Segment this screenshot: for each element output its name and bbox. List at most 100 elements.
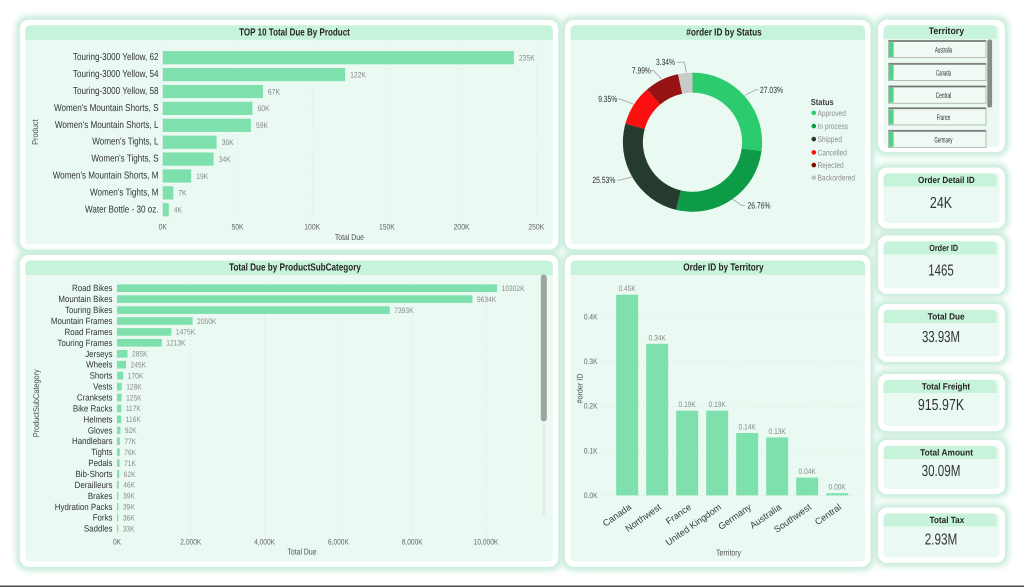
svg-text:Forks: Forks xyxy=(93,513,113,523)
svg-text:1213K: 1213K xyxy=(166,339,186,348)
svg-text:Australia: Australia xyxy=(935,46,952,55)
svg-text:7K: 7K xyxy=(178,189,187,198)
svg-text:Total Freight: Total Freight xyxy=(922,382,970,392)
svg-text:4,000K: 4,000K xyxy=(254,537,276,546)
svg-text:Hydration Packs: Hydration Packs xyxy=(55,502,113,512)
svg-text:#order ID by Status: #order ID by Status xyxy=(686,28,762,39)
svg-text:Vests: Vests xyxy=(93,382,113,392)
svg-text:39K: 39K xyxy=(123,503,135,512)
svg-text:150K: 150K xyxy=(379,222,395,231)
svg-text:9634K: 9634K xyxy=(477,295,497,304)
svg-text:46K: 46K xyxy=(123,481,135,490)
svg-text:Derailleurs: Derailleurs xyxy=(75,480,113,490)
svg-text:250K: 250K xyxy=(528,222,544,231)
svg-text:Status: Status xyxy=(811,97,834,107)
svg-text:235K: 235K xyxy=(519,54,535,63)
svg-text:10302K: 10302K xyxy=(502,284,526,293)
svg-text:Touring Bikes: Touring Bikes xyxy=(65,305,113,315)
svg-text:1465: 1465 xyxy=(928,263,954,280)
svg-text:Approved: Approved xyxy=(818,108,847,118)
svg-text:Cranksets: Cranksets xyxy=(77,393,113,403)
svg-text:122K: 122K xyxy=(350,70,366,79)
svg-text:170K: 170K xyxy=(128,371,144,380)
svg-text:92K: 92K xyxy=(125,426,137,435)
svg-text:4K: 4K xyxy=(174,206,183,215)
svg-text:245K: 245K xyxy=(131,361,147,370)
svg-text:Total Amount: Total Amount xyxy=(920,448,973,458)
svg-text:0.19K: 0.19K xyxy=(679,400,697,409)
svg-text:33.93M: 33.93M xyxy=(922,329,960,346)
svg-text:24K: 24K xyxy=(930,195,952,212)
svg-text:Order ID by Territory: Order ID by Territory xyxy=(683,263,764,274)
svg-text:77K: 77K xyxy=(124,437,136,446)
svg-text:62K: 62K xyxy=(124,470,136,479)
svg-text:Total Due: Total Due xyxy=(287,547,316,557)
svg-text:30.09M: 30.09M xyxy=(922,463,961,480)
svg-text:50K: 50K xyxy=(231,222,244,231)
svg-text:Shorts: Shorts xyxy=(90,371,113,381)
svg-text:285K: 285K xyxy=(132,350,148,359)
svg-text:#order ID: #order ID xyxy=(576,373,585,403)
svg-text:Mountain Frames: Mountain Frames xyxy=(51,316,113,326)
svg-text:Bike Racks: Bike Racks xyxy=(73,403,113,413)
svg-text:2050K: 2050K xyxy=(197,317,217,326)
svg-text:0.04K: 0.04K xyxy=(799,467,817,476)
svg-text:7.99%: 7.99% xyxy=(632,66,651,76)
svg-text:76K: 76K xyxy=(124,448,136,457)
svg-text:Mountain Bikes: Mountain Bikes xyxy=(58,294,113,304)
svg-text:39K: 39K xyxy=(123,492,135,501)
svg-text:France: France xyxy=(937,113,951,122)
svg-text:Women's Tights, L: Women's Tights, L xyxy=(92,137,159,148)
svg-text:27.03%: 27.03% xyxy=(760,85,783,95)
svg-text:71K: 71K xyxy=(124,459,136,468)
svg-text:116K: 116K xyxy=(126,415,142,424)
svg-text:0.1K: 0.1K xyxy=(584,446,598,455)
svg-text:Total Tax: Total Tax xyxy=(930,515,965,525)
svg-text:Touring-3000 Yellow, 58: Touring-3000 Yellow, 58 xyxy=(73,86,159,97)
svg-text:125K: 125K xyxy=(126,393,142,402)
svg-text:Touring Frames: Touring Frames xyxy=(58,338,113,348)
svg-text:25.53%: 25.53% xyxy=(592,175,615,185)
svg-text:Women's Tights, S: Women's Tights, S xyxy=(91,154,158,165)
svg-text:Jerseys: Jerseys xyxy=(85,349,113,359)
svg-text:0.13K: 0.13K xyxy=(769,427,787,436)
svg-text:Territory: Territory xyxy=(929,26,965,37)
svg-text:36K: 36K xyxy=(222,138,235,147)
svg-text:19K: 19K xyxy=(196,172,209,181)
svg-text:Brakes: Brakes xyxy=(88,491,113,501)
svg-text:3.34%: 3.34% xyxy=(656,57,675,67)
svg-text:0.0K: 0.0K xyxy=(584,491,598,500)
svg-text:33K: 33K xyxy=(123,524,135,533)
svg-text:915.97K: 915.97K xyxy=(918,397,965,414)
svg-text:ProductSubCategory: ProductSubCategory xyxy=(31,369,41,438)
svg-text:Bib-Shorts: Bib-Shorts xyxy=(76,469,113,479)
svg-text:0.3K: 0.3K xyxy=(584,357,598,366)
svg-text:Total Due: Total Due xyxy=(928,312,965,322)
svg-text:Wheels: Wheels xyxy=(86,360,113,370)
svg-text:Women's Mountain Shorts, L: Women's Mountain Shorts, L xyxy=(55,120,159,131)
svg-text:Road Frames: Road Frames xyxy=(65,327,113,337)
svg-text:Women's Tights, M: Women's Tights, M xyxy=(90,187,159,198)
svg-text:Helmets: Helmets xyxy=(84,414,113,424)
svg-text:Total Due by ProductSubCategor: Total Due by ProductSubCategory xyxy=(229,263,361,274)
svg-text:Central: Central xyxy=(936,91,952,100)
svg-text:59K: 59K xyxy=(256,121,269,130)
svg-text:10,000K: 10,000K xyxy=(474,537,499,546)
svg-text:Order Detail ID: Order Detail ID xyxy=(918,175,975,185)
svg-text:Order ID: Order ID xyxy=(929,243,958,253)
svg-text:9.35%: 9.35% xyxy=(598,94,617,104)
svg-text:6,000K: 6,000K xyxy=(328,537,350,546)
svg-text:0.19K: 0.19K xyxy=(709,400,727,409)
svg-text:0.14K: 0.14K xyxy=(739,423,757,432)
svg-text:7393K: 7393K xyxy=(394,306,414,315)
svg-text:Total Due: Total Due xyxy=(335,232,364,242)
svg-text:Saddles: Saddles xyxy=(84,524,113,534)
svg-text:0K: 0K xyxy=(113,537,122,546)
svg-text:0.45K: 0.45K xyxy=(619,284,637,293)
svg-text:117K: 117K xyxy=(126,404,142,413)
svg-text:Women's Mountain Shorts, S: Women's Mountain Shorts, S xyxy=(54,103,159,114)
svg-text:Tights: Tights xyxy=(91,447,113,457)
svg-text:36K: 36K xyxy=(123,514,135,523)
svg-text:1475K: 1475K xyxy=(176,328,196,337)
svg-text:TOP 10 Total Due By Product: TOP 10 Total Due By Product xyxy=(239,28,350,39)
